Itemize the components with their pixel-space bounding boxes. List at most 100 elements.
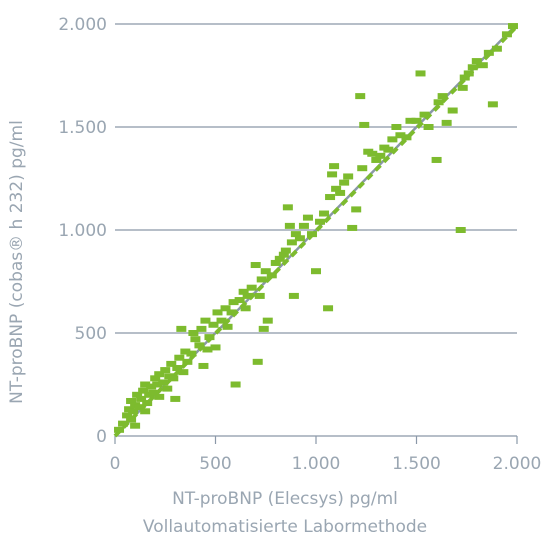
y-tick-label: 500 — [75, 324, 107, 344]
data-point — [130, 422, 141, 429]
x-tick-label: 500 — [199, 454, 231, 474]
data-point — [160, 367, 171, 374]
data-point — [252, 358, 263, 365]
data-point — [118, 420, 129, 427]
data-point — [154, 393, 165, 400]
tick-layer: 0 500 1.000 1.500 2.000 0 500 1.000 1.500 2.000 — [58, 15, 541, 474]
data-point — [216, 317, 227, 324]
data-point — [471, 58, 482, 65]
data-point — [190, 336, 201, 343]
data-point — [230, 381, 241, 388]
data-point — [122, 412, 133, 419]
data-point — [391, 124, 402, 130]
data-point — [250, 262, 261, 269]
data-point — [226, 309, 237, 316]
data-point — [204, 334, 215, 341]
data-point — [367, 150, 378, 157]
data-point — [405, 117, 416, 124]
data-point — [174, 354, 185, 361]
data-point — [433, 99, 444, 106]
data-point — [383, 146, 394, 153]
data-point — [162, 385, 173, 392]
data-point — [228, 299, 239, 306]
data-point — [168, 375, 179, 382]
data-point — [327, 171, 338, 178]
data-point — [210, 344, 221, 351]
data-point — [172, 365, 183, 372]
data-point — [270, 259, 281, 266]
data-point — [126, 416, 137, 423]
data-point — [491, 45, 502, 52]
data-point — [238, 288, 249, 295]
data-point — [419, 111, 430, 118]
data-point — [306, 231, 317, 238]
data-point — [152, 381, 163, 388]
data-point — [335, 189, 346, 196]
data-point — [343, 173, 354, 180]
data-point — [282, 204, 293, 211]
data-point — [357, 165, 368, 172]
data-point — [411, 117, 422, 124]
data-point — [447, 107, 458, 114]
data-point — [294, 235, 305, 242]
data-point — [186, 350, 197, 357]
x-tick-label: 0 — [110, 454, 121, 474]
data-point — [142, 400, 153, 407]
data-point — [457, 84, 468, 91]
data-point — [302, 214, 313, 221]
y-tick-label: 0 — [96, 427, 107, 447]
x-tick-label: 2.000 — [493, 454, 542, 474]
data-point — [331, 185, 342, 192]
data-point — [134, 404, 145, 411]
data-point — [288, 292, 299, 299]
data-point — [198, 362, 209, 369]
data-point — [298, 222, 309, 229]
data-point — [188, 330, 199, 336]
data-point — [128, 408, 139, 415]
data-point — [258, 325, 269, 332]
data-point — [140, 408, 151, 415]
x-axis-label: NT-proBNP (Elecsys) pg/ml — [172, 489, 398, 509]
x-axis-sublabel: Vollautomatisierte Labormethode — [143, 517, 427, 537]
data-point — [323, 305, 334, 312]
data-point — [359, 121, 370, 128]
data-point — [196, 325, 207, 332]
point-layer — [114, 23, 518, 433]
data-point — [347, 224, 358, 231]
x-tick-label: 1.000 — [292, 454, 341, 474]
y-tick-label: 1.500 — [58, 118, 107, 138]
data-point — [136, 395, 147, 402]
data-point — [222, 323, 233, 330]
data-point — [242, 292, 253, 299]
data-point — [371, 156, 382, 163]
data-point — [266, 272, 277, 279]
data-point — [132, 391, 143, 398]
data-point — [194, 342, 205, 349]
y-tick-label: 2.000 — [58, 15, 107, 35]
data-point — [339, 179, 350, 186]
data-point — [178, 369, 189, 376]
data-point — [212, 309, 223, 316]
data-point — [262, 317, 273, 324]
data-point — [423, 124, 434, 130]
data-point — [463, 70, 474, 77]
data-point — [507, 23, 518, 30]
data-point — [290, 231, 301, 238]
data-point — [166, 360, 177, 367]
data-point — [311, 268, 321, 275]
data-point — [148, 389, 159, 396]
data-point — [455, 227, 466, 233]
data-point — [138, 387, 149, 394]
data-point — [208, 321, 219, 328]
data-point — [280, 247, 291, 254]
data-point — [154, 371, 165, 378]
data-point — [395, 132, 406, 139]
data-point — [274, 255, 285, 262]
data-point — [483, 49, 494, 56]
data-point — [182, 358, 193, 365]
data-point — [114, 426, 125, 433]
data-point — [329, 163, 340, 170]
data-point — [501, 31, 512, 38]
data-point — [278, 251, 289, 258]
data-point — [487, 101, 498, 108]
